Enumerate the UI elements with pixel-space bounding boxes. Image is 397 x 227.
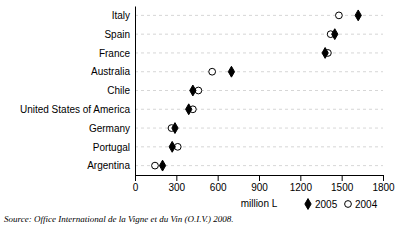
x-tick-label: 300 (168, 182, 185, 193)
x-tick-mark (300, 175, 301, 181)
y-tick-label: Argentina (87, 160, 130, 171)
x-tick-label: 1800 (372, 182, 395, 193)
x-tick-label: 600 (210, 182, 227, 193)
x-tick-label: 0 (133, 182, 139, 193)
grid-line (135, 34, 383, 35)
axis-domain (135, 7, 136, 176)
y-tick: Italy (112, 10, 135, 21)
x-tick-mark (259, 175, 260, 181)
dot (228, 66, 234, 77)
legend-label: 2005 (315, 199, 338, 210)
x-tick: 300 (168, 175, 185, 193)
y-tick: United States of America (20, 104, 135, 115)
x-tick-mark (176, 175, 177, 181)
dot (159, 160, 165, 171)
y-tick-label: Chile (107, 85, 130, 96)
x-tick-mark (383, 175, 384, 181)
x-tick: 0 (133, 175, 139, 193)
legend: 2005 2004 (305, 199, 378, 210)
chart: 0 300 600 900 1200 1500 1800 Italy Spain France Au… (0, 0, 397, 227)
y-tick: Germany (89, 123, 135, 134)
dot (186, 104, 192, 115)
x-tick: 600 (210, 175, 227, 193)
grid (135, 15, 383, 165)
x-tick-mark (342, 175, 343, 181)
x-axis-title: million L (241, 198, 278, 209)
grid-line (135, 90, 383, 91)
y-tick: Chile (107, 85, 135, 96)
grid-line (135, 15, 383, 16)
y-tick-label: United States of America (20, 104, 130, 115)
y-tick: Australia (91, 66, 135, 77)
grid-line (135, 71, 383, 72)
y-tick: Argentina (87, 160, 135, 171)
y-tick: France (99, 48, 135, 59)
legend-symbol (345, 201, 352, 208)
y-tick-label: Australia (91, 66, 130, 77)
grid-line (135, 52, 383, 53)
dot (190, 85, 196, 96)
dot (355, 10, 361, 21)
dot (152, 162, 159, 169)
y-tick: Spain (104, 29, 135, 40)
axis-domain (136, 176, 384, 182)
x-tick: 1500 (331, 175, 354, 193)
x-tick: 1800 (372, 175, 395, 193)
grid-line (135, 109, 383, 110)
y-axis: Italy Spain France Australia Chile United Sta… (20, 7, 136, 176)
x-axis: 0 300 600 900 1200 1500 1800 (133, 175, 395, 193)
legend-label: 2004 (355, 199, 378, 210)
dot (172, 123, 178, 134)
y-tick: Portugal (93, 142, 135, 153)
x-tick-label: 900 (251, 182, 268, 193)
x-tick-label: 1200 (290, 182, 313, 193)
grid-line (135, 165, 383, 166)
series (152, 12, 343, 169)
x-tick: 900 (251, 175, 268, 193)
y-tick-label: Portugal (93, 142, 130, 153)
annotation: Source: Office International de la Vigne… (4, 214, 234, 224)
x-tick: 1200 (290, 175, 313, 193)
marks (152, 10, 362, 171)
dot (322, 48, 328, 59)
y-tick-label: Spain (104, 29, 130, 40)
x-tick-mark (135, 175, 136, 181)
plot: 0 300 600 900 1200 1500 1800 Italy Spain France Au… (20, 7, 395, 194)
x-tick-label: 1500 (331, 182, 354, 193)
legend-symbol (305, 199, 311, 210)
y-tick-label: France (99, 48, 131, 59)
series (159, 10, 361, 171)
y-tick-label: Italy (112, 10, 130, 21)
x-tick-mark (218, 175, 219, 181)
dot (336, 12, 343, 19)
dot (169, 141, 175, 152)
dot (209, 68, 216, 75)
y-tick-label: Germany (89, 123, 130, 134)
dot (332, 29, 338, 40)
